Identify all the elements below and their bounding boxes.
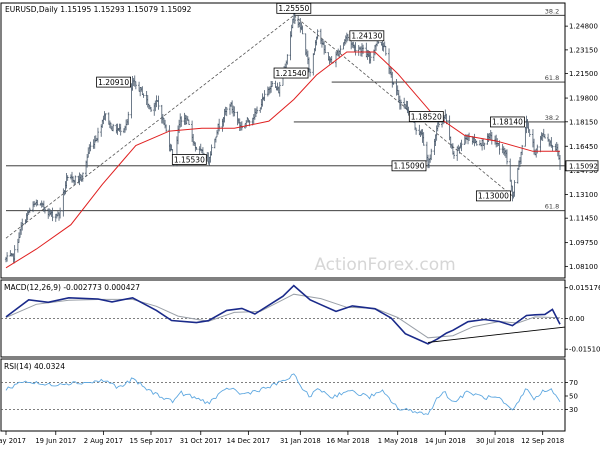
last-price-box — [565, 160, 599, 172]
y-tick-label: -0.015109 — [569, 346, 600, 354]
macd-lines — [1, 284, 566, 345]
fib-level-label: 61.8 — [545, 203, 559, 211]
point-label-box — [475, 190, 511, 202]
trendlines — [5, 15, 513, 239]
moving-average-line — [5, 51, 560, 269]
y-tick-label: 0.015176 — [569, 284, 600, 292]
x-tick-label: 2 Aug 2017 — [84, 437, 123, 445]
candles — [4, 10, 562, 264]
y-tick-label: 1.23150 — [569, 46, 598, 54]
x-tick-label: 30 Jul 2018 — [476, 437, 514, 445]
x-tick-label: 15 Sep 2017 — [129, 437, 172, 445]
point-label: 1.18520 — [411, 112, 442, 121]
rsi-lines — [1, 373, 565, 416]
macd-line — [5, 284, 561, 345]
point-label-box — [391, 160, 427, 172]
point-label: 1.13000 — [478, 192, 509, 201]
y-tick-label: 70 — [569, 379, 578, 387]
y-tick-label: 0.00 — [569, 315, 585, 323]
y-tick-label: 50 — [569, 393, 578, 401]
rsi-line — [5, 373, 561, 416]
y-tick-label: 30 — [569, 406, 578, 414]
fib-level-label: 38.2 — [545, 7, 559, 15]
rsi-label: RSI(14) 40.0324 — [4, 362, 65, 371]
x-tick-label: 14 Dec 2017 — [227, 437, 270, 445]
macd-label: MACD(12,26,9) -0.002773 0.000427 — [4, 283, 140, 292]
y-axes: 1.24800 1.23150 1.21500 1.19800 1.18150 1.164… — [565, 23, 600, 414]
rsi-panel — [0, 358, 566, 432]
point-label-box — [408, 111, 444, 122]
fib-level-label: 61.8 — [545, 74, 559, 82]
moving-average — [5, 51, 560, 269]
point-label-box — [96, 76, 131, 88]
macd-trendline — [427, 326, 566, 343]
point-label-box — [273, 67, 309, 79]
point-label: 1.15530 — [174, 155, 205, 164]
point-label: 1.21540 — [276, 69, 307, 78]
y-tick-label: 1.13100 — [569, 191, 598, 199]
x-axis: 4 May 2017 19 Jun 2017 2 Aug 2017 15 Sep 20… — [0, 431, 564, 445]
point-label: 1.20910 — [98, 78, 129, 87]
x-tick-label: 4 May 2017 — [0, 437, 26, 445]
y-tick-label: 1.21500 — [569, 70, 598, 78]
point-label: 1.25550 — [278, 4, 309, 13]
x-tick-label: 14 Jun 2018 — [425, 437, 466, 445]
y-tick-label: 1.11450 — [569, 215, 598, 223]
y-tick-label: 1.24800 — [569, 23, 598, 31]
point-label-box — [171, 154, 207, 165]
y-tick-label: 1.19800 — [569, 95, 598, 103]
point-label: 1.18140 — [492, 118, 523, 127]
point-label: 1.15090 — [393, 162, 424, 171]
x-tick-label: 16 Mar 2018 — [326, 437, 369, 445]
point-label: 1.24130 — [351, 32, 382, 41]
dashed-trendline — [5, 15, 295, 239]
x-tick-label: 31 Jan 2018 — [280, 437, 321, 445]
point-label-box — [276, 2, 312, 14]
y-tick-label: 1.14750 — [569, 167, 598, 175]
watermark: ActionForex.com — [314, 255, 455, 275]
y-tick-label: 1.16450 — [569, 143, 598, 151]
point-labels: 1.25550 1.24130 1.20910 1.21540 1.15530 1.185… — [96, 2, 525, 202]
fib-level-label: 38.2 — [545, 114, 559, 122]
y-tick-label: 1.09750 — [569, 239, 598, 247]
x-tick-label: 31 Oct 2017 — [180, 437, 222, 445]
y-tick-label: 1.18150 — [569, 118, 598, 126]
last-price-label: 1.15092 — [569, 162, 598, 170]
point-label-box — [490, 116, 525, 128]
price-title: EURUSD,Daily 1.15195 1.15293 1.15079 1.1… — [5, 5, 192, 14]
x-tick-label: 19 Jun 2017 — [35, 437, 76, 445]
dashed-trendline — [293, 15, 513, 197]
x-tick-label: 12 Sep 2018 — [521, 437, 564, 445]
point-label-box — [349, 30, 385, 42]
y-tick-label: 1.08100 — [569, 263, 598, 271]
x-tick-label: 1 May 2018 — [378, 437, 418, 445]
